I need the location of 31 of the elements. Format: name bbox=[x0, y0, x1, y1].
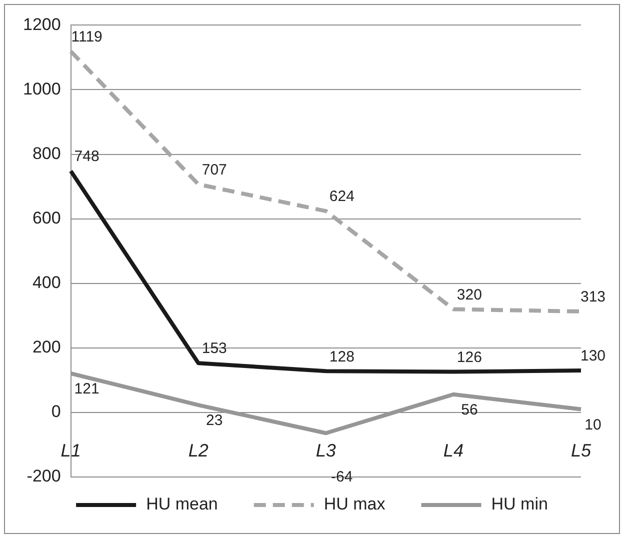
x-tick-label: L1 bbox=[60, 440, 81, 460]
legend-label: HU mean bbox=[146, 494, 218, 514]
data-label: 126 bbox=[456, 348, 482, 366]
y-tick-label: 400 bbox=[32, 273, 61, 292]
x-tick-label: L4 bbox=[443, 440, 464, 460]
y-tick-label: 600 bbox=[32, 208, 61, 228]
data-label: 153 bbox=[202, 340, 227, 358]
data-label: -64 bbox=[331, 468, 353, 486]
data-label: 624 bbox=[329, 188, 354, 206]
y-tick-label: 0 bbox=[51, 402, 61, 422]
data-label: 1119 bbox=[71, 28, 102, 46]
x-tick-label: L2 bbox=[188, 440, 208, 460]
y-tick-label: 200 bbox=[32, 338, 61, 357]
y-tick-label: 1000 bbox=[22, 79, 61, 98]
data-label: 313 bbox=[580, 288, 606, 306]
data-label: 56 bbox=[461, 402, 478, 419]
data-label: 10 bbox=[584, 416, 602, 434]
x-tick-label: L5 bbox=[570, 440, 592, 460]
data-label: 23 bbox=[206, 412, 223, 430]
legend-label: HU max bbox=[324, 494, 386, 514]
data-label: 320 bbox=[456, 286, 482, 304]
data-label: 128 bbox=[329, 348, 354, 366]
x-tick-label: L3 bbox=[316, 440, 336, 460]
legend-label: HU min bbox=[491, 494, 548, 514]
data-label: 748 bbox=[74, 148, 100, 166]
data-label: 707 bbox=[202, 161, 227, 178]
y-tick-label: 800 bbox=[32, 144, 61, 163]
y-tick-label: -200 bbox=[26, 466, 61, 486]
data-label: 121 bbox=[74, 380, 100, 398]
y-tick-label: 1200 bbox=[22, 14, 61, 34]
data-label: 130 bbox=[580, 348, 606, 365]
